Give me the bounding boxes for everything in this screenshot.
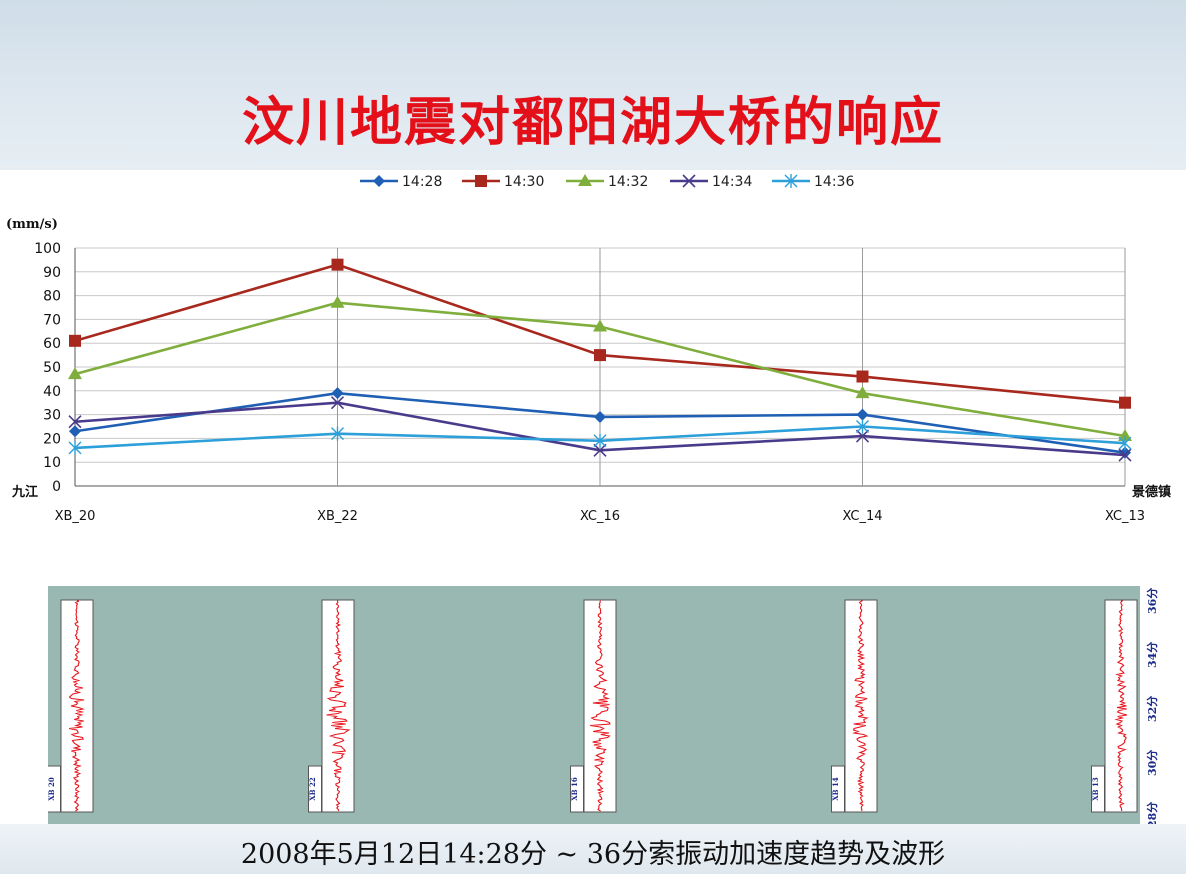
legend-marker <box>578 174 592 186</box>
y-tick-label: 20 <box>43 431 61 447</box>
x-tick-label: XC_16 <box>580 509 620 524</box>
data-point <box>331 426 344 441</box>
y-axis-label: (mm/s) <box>6 217 58 232</box>
y-tick-label: 90 <box>43 265 61 281</box>
waveform-panel: XB 20 XB 22 XB 16 XB 14 XB 13 <box>48 586 1140 824</box>
series-1430 <box>69 258 1131 409</box>
data-point <box>594 410 606 423</box>
legend-label: 14:32 <box>608 174 648 190</box>
data-point <box>330 396 345 410</box>
line-chart: 14:28 14:30 14:32 14:34 14:36 (mm/s) 0 10 20 30… <box>6 174 1171 524</box>
legend-item: 14:36 <box>772 174 854 190</box>
data-point <box>1118 429 1132 442</box>
data-point <box>68 440 82 455</box>
data-point <box>855 429 870 443</box>
station-label: XB 16 <box>570 777 579 801</box>
data-point <box>69 334 81 347</box>
legend-item: 14:30 <box>462 174 544 190</box>
station-label: XB 22 <box>308 777 317 801</box>
station-label: XB 14 <box>831 777 840 801</box>
legend-marker <box>682 174 696 188</box>
data-point <box>856 419 869 434</box>
y-tick-label: 60 <box>43 336 61 352</box>
waveform-strip: XB 14 <box>831 599 878 813</box>
y-tick-label: 30 <box>43 408 61 424</box>
time-tick-label: 32分 <box>1146 695 1159 722</box>
data-point <box>1118 448 1132 462</box>
legend-label: 14:36 <box>814 174 854 190</box>
caption: 2008年5月12日14:28分 ~ 36分索振动加速度趋势及波形 <box>240 839 946 870</box>
legend-item: 14:28 <box>360 174 442 190</box>
footer-band <box>0 824 1186 874</box>
chart-legend: 14:28 14:30 14:32 14:34 14:36 <box>360 174 854 190</box>
data-point <box>330 295 345 308</box>
data-point <box>1118 436 1132 451</box>
legend-item: 14:34 <box>670 174 752 190</box>
data-point <box>593 443 607 457</box>
waveform-strip: XB 16 <box>570 599 617 813</box>
data-point <box>593 319 607 332</box>
data-point <box>69 425 81 438</box>
header-band <box>0 0 1186 170</box>
legend-item: 14:32 <box>566 174 648 190</box>
waveform-strip: XB 22 <box>308 599 355 813</box>
waveform-trace <box>852 600 869 812</box>
y-tick-label: 40 <box>43 384 61 400</box>
y-tick-label: 0 <box>52 479 61 495</box>
station-label: XB 20 <box>48 777 56 801</box>
legend-label: 14:28 <box>402 174 442 190</box>
legend-marker <box>784 174 798 188</box>
right-end-label: 景德镇 <box>1132 484 1171 500</box>
left-end-label: 九江 <box>11 484 38 500</box>
x-tick-label: XC_14 <box>842 509 882 524</box>
data-point <box>331 387 344 400</box>
x-tick-label: XC_13 <box>1105 509 1145 524</box>
data-point <box>593 433 607 448</box>
data-point <box>1119 396 1131 409</box>
time-tick-label: 30分 <box>1146 749 1159 776</box>
time-axis: 36分 34分 32分 30分 28分 <box>1140 586 1164 828</box>
x-tick-label: XB_22 <box>317 509 358 524</box>
y-tick-label: 10 <box>43 455 61 471</box>
data-point <box>856 370 869 383</box>
series-1434 <box>68 396 1132 462</box>
waveform-strip: XB 13 <box>1091 599 1138 813</box>
y-tick-label: 70 <box>43 312 61 328</box>
x-tick-label: XB_20 <box>55 509 96 524</box>
legend-label: 14:34 <box>712 174 752 190</box>
data-point <box>594 349 606 362</box>
waveform-svg: XB 20 XB 22 XB 16 XB 14 XB 13 <box>48 599 1138 813</box>
data-point <box>856 408 869 421</box>
waveform-trace <box>326 600 351 812</box>
waveform-strip: XB 20 <box>48 599 94 813</box>
data-point <box>855 386 870 399</box>
y-tick-label: 100 <box>34 241 61 257</box>
data-point <box>68 415 82 429</box>
x-axis-ticks: XB_20 XB_22 XC_16 XC_14 XC_13 <box>55 509 1145 524</box>
series-1436 <box>68 419 1132 455</box>
time-tick-label: 36分 <box>1146 587 1159 614</box>
station-label: XB 13 <box>1091 777 1100 801</box>
y-tick-label: 50 <box>43 360 61 376</box>
time-tick-label: 34分 <box>1146 641 1159 668</box>
data-point <box>68 367 82 380</box>
waveform-trace <box>1114 600 1128 812</box>
waveform-trace <box>590 600 611 812</box>
data-point <box>331 258 344 271</box>
legend-marker <box>373 175 385 187</box>
series-1432 <box>68 295 1132 442</box>
slide-title: 汶川地震对鄱阳湖大桥的响应 <box>241 92 944 153</box>
waveform-trace <box>68 600 85 812</box>
y-axis-ticks: 0 10 20 30 40 50 60 70 80 90 100 <box>34 241 61 495</box>
series-1428 <box>69 387 1131 459</box>
legend-marker <box>475 175 487 187</box>
legend-label: 14:30 <box>504 174 544 190</box>
y-tick-label: 80 <box>43 289 61 305</box>
chart-series <box>68 258 1132 462</box>
